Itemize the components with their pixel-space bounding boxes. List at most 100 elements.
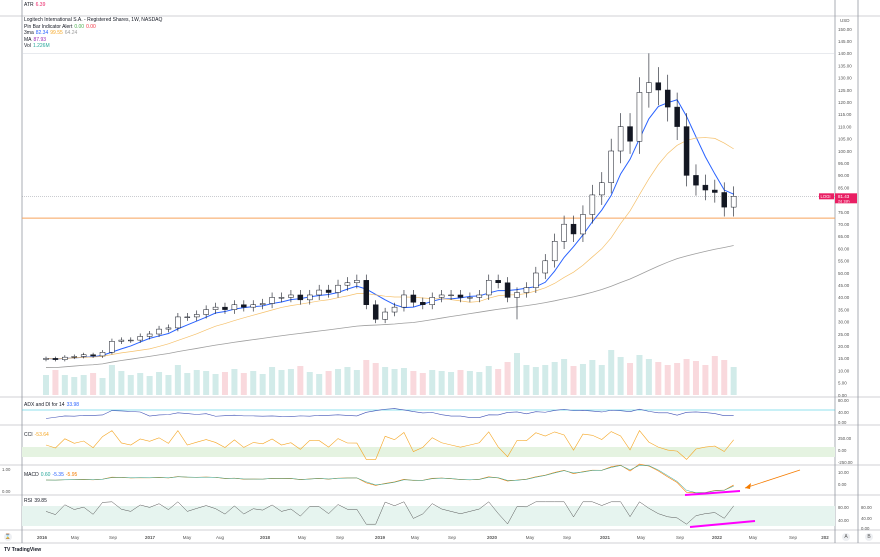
macd-tick: 0.00 <box>838 482 847 487</box>
price-tick-label: 30.00 <box>838 320 850 325</box>
candle-body <box>335 284 341 293</box>
candle-body <box>674 106 680 127</box>
price-tick-label: 110.00 <box>838 124 852 129</box>
cci-tick: -250.00 <box>838 460 853 465</box>
volume-bar <box>372 363 379 395</box>
volume-bar <box>80 375 87 395</box>
volume-bar <box>608 350 615 395</box>
adx-tick: 40.00 <box>838 410 849 415</box>
volume-bar <box>269 367 276 395</box>
candle-body <box>325 289 332 293</box>
symbol-title[interactable]: Logitech International S.A. - Registered… <box>24 17 163 23</box>
candle-body <box>316 289 322 296</box>
macd-left-tick: 0.00 <box>2 489 11 494</box>
candle-body <box>137 336 143 341</box>
time-axis-label: May <box>298 535 307 540</box>
time-axis-label: May <box>411 535 420 540</box>
candle-body <box>664 89 671 108</box>
time-axis-label: May <box>637 535 646 540</box>
price-tick-label: 115.00 <box>838 112 852 117</box>
volume-bar <box>514 353 520 395</box>
tradingview-logo[interactable]: TV TradingView <box>4 547 42 553</box>
candle-body <box>580 214 586 235</box>
candle-body <box>429 297 435 305</box>
volume-bar <box>570 366 577 395</box>
volume-bar <box>598 365 605 395</box>
atr-legend: ATR 6.39 <box>24 2 47 9</box>
candle-body <box>297 294 304 301</box>
time-axis-label: May <box>526 535 535 540</box>
time-axis-label: 2019 <box>375 535 386 540</box>
volume-bar <box>61 375 68 395</box>
candle-body <box>693 175 699 186</box>
price-tick-label: 15.00 <box>838 356 850 361</box>
arrow-head-icon <box>745 483 751 489</box>
candle-body <box>457 294 464 298</box>
rsi-line <box>45 501 734 525</box>
candle-body <box>608 150 614 183</box>
volume-bar <box>476 372 483 395</box>
candle-body <box>467 297 473 299</box>
scale-b-button[interactable]: B <box>865 533 873 541</box>
tradingview-logo-icon: TV <box>4 547 12 553</box>
time-axis-label: Sep <box>789 535 798 540</box>
adx-legend: ADX and DI for 14 33.98 <box>24 402 80 408</box>
symbol-tag <box>819 193 834 200</box>
price-tick-label: 70.00 <box>838 222 850 227</box>
candle-body <box>627 126 633 142</box>
time-axis-label: Sep <box>448 535 457 540</box>
volume-bar <box>655 362 662 395</box>
ma-fast-line <box>45 99 734 360</box>
candle-body <box>241 304 247 308</box>
candle-body <box>307 294 313 301</box>
volume-bar <box>692 361 699 395</box>
macd-tick: 10.00 <box>838 470 849 475</box>
price-tick-label: 90.00 <box>838 173 850 178</box>
candle-body <box>476 294 483 298</box>
volume-bar <box>495 369 502 395</box>
candle-body <box>382 311 388 320</box>
candle-body <box>71 356 78 358</box>
main-legend: Logitech International S.A. - Registered… <box>24 17 162 50</box>
volume-bar <box>589 360 596 395</box>
price-tick-label: 150.00 <box>838 27 852 32</box>
volume-bar <box>306 372 313 395</box>
candle-body <box>184 316 191 318</box>
candle-body <box>533 272 539 288</box>
price-tick-label: 145.00 <box>838 39 852 44</box>
candle-body <box>636 92 643 142</box>
candle-body <box>288 294 294 298</box>
volume-bar <box>108 365 115 395</box>
candle-body <box>683 126 690 176</box>
candle-body <box>438 294 445 298</box>
volume-bar <box>485 366 492 395</box>
volume-bar <box>532 367 539 395</box>
volume-bar <box>627 363 634 395</box>
volume-bar <box>99 378 106 395</box>
auto-scale-button[interactable]: A <box>842 533 850 541</box>
candle-body <box>52 358 59 360</box>
price-tick-label: 65.00 <box>838 234 850 239</box>
timezone-button[interactable]: ⌛ <box>4 533 12 541</box>
volume-bar <box>90 373 97 395</box>
time-axis-label: Aug <box>216 535 225 540</box>
candle-body <box>542 260 549 274</box>
volume-bar <box>429 370 436 395</box>
candle-body <box>99 352 106 357</box>
volume-bar <box>316 374 323 395</box>
volume-bar <box>118 371 125 395</box>
volume-bar <box>382 367 389 395</box>
candle-body <box>193 314 200 318</box>
candle-body <box>128 339 134 342</box>
volume-bar <box>551 362 558 395</box>
price-tick-label: 5.00 <box>838 381 847 386</box>
volume-bar <box>259 374 266 395</box>
candle-body <box>109 341 115 353</box>
cci-legend: CCI -53.64 <box>24 432 49 438</box>
macd-left-tick: 1.00 <box>2 467 11 472</box>
divergence-line-rsi <box>689 520 756 528</box>
candle-body <box>90 354 96 357</box>
time-axis-label: 2020 <box>487 535 498 540</box>
candle-body <box>523 287 530 293</box>
